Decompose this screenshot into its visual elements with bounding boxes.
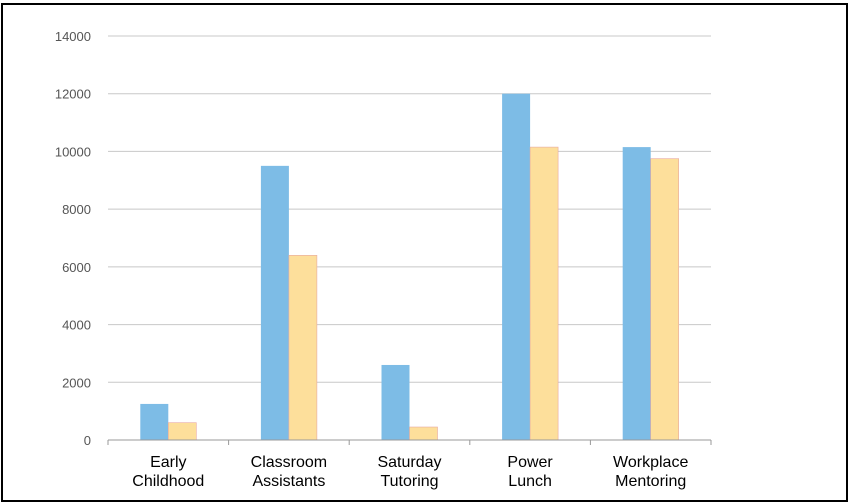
bar-series2-power-lunch xyxy=(529,146,559,441)
bar-series2-early-childhood xyxy=(168,422,197,441)
bars xyxy=(140,93,680,441)
y-tick-label-2000: 2000 xyxy=(62,375,91,390)
y-tick-label-0: 0 xyxy=(84,433,91,448)
x-category-label-workplace-mentoring: Workplace Mentoring xyxy=(613,454,688,490)
y-tick-label-4000: 4000 xyxy=(62,318,91,333)
x-category-label-classroom-assistants: Classroom Assistants xyxy=(251,454,327,490)
bar-chart: 0 2000 4000 6000 8000 10000 12000 14000 Early Ch… xyxy=(55,29,712,490)
gridlines xyxy=(108,35,711,383)
x-category-label-early-childhood: Early Childhood xyxy=(132,454,204,490)
y-tick-label-8000: 8000 xyxy=(62,202,91,217)
x-category-label-power-lunch: Power Lunch xyxy=(507,454,553,490)
y-axis-tick-labels: 0 2000 4000 6000 8000 10000 12000 14000 xyxy=(55,29,91,448)
x-axis-category-labels: Early Childhood Classroom Assistants Saturda… xyxy=(132,454,688,490)
bar-series1-workplace-mentoring xyxy=(622,147,651,440)
bar-series2-workplace-mentoring xyxy=(650,158,680,441)
bar-series2-saturday-tutoring xyxy=(409,426,438,441)
y-tick-label-14000: 14000 xyxy=(55,29,91,44)
x-axis xyxy=(107,439,712,445)
y-tick-label-6000: 6000 xyxy=(62,260,91,275)
bar-series1-classroom-assistants xyxy=(260,165,289,440)
bar-series1-early-childhood xyxy=(140,403,169,440)
y-tick-label-10000: 10000 xyxy=(55,144,91,159)
bar-series1-power-lunch xyxy=(502,93,531,440)
bar-series2-classroom-assistants xyxy=(288,255,318,441)
y-tick-label-12000: 12000 xyxy=(55,87,91,102)
bar-series1-saturday-tutoring xyxy=(381,364,410,440)
chart-frame: 0 2000 4000 6000 8000 10000 12000 14000 Early Ch… xyxy=(1,3,848,502)
x-category-label-saturday-tutoring: Saturday Tutoring xyxy=(377,454,441,490)
